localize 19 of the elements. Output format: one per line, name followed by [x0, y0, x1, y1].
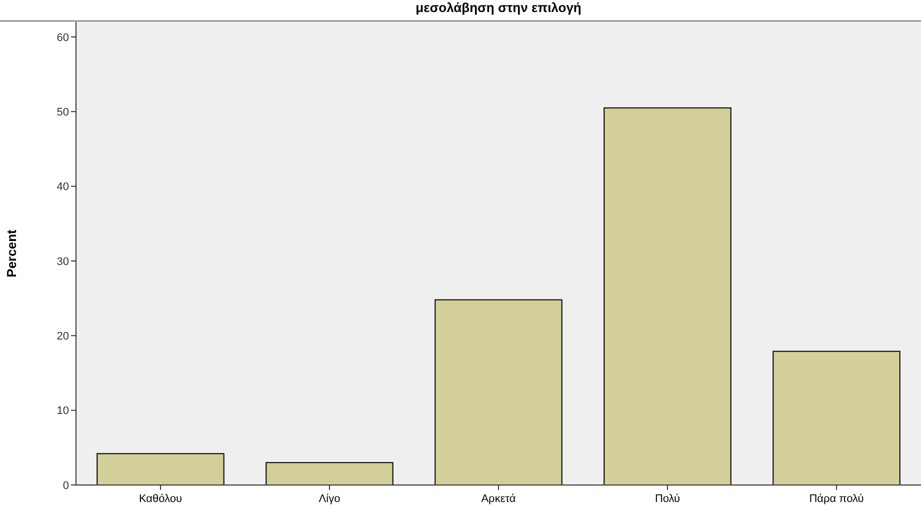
- x-tick-label: Καθόλου: [138, 493, 182, 505]
- y-axis-title: Percent: [4, 228, 19, 278]
- y-tick-label: 40: [56, 181, 69, 194]
- x-tick-label: Πολύ: [654, 493, 680, 505]
- y-tick-label: 60: [56, 32, 69, 44]
- x-tick-label: Αρκετά: [481, 493, 516, 505]
- y-tick-label: 50: [56, 106, 69, 118]
- y-tick-label: 10: [56, 405, 69, 418]
- bar: [96, 453, 224, 486]
- chart-title: μεσολάβηση στην επιλογή: [416, 0, 582, 15]
- bar: [434, 299, 562, 486]
- y-tick-label: 20: [56, 330, 69, 342]
- bar: [604, 107, 732, 486]
- x-tick-label: Πάρα πολύ: [809, 493, 864, 505]
- x-tick-label: Λίγο: [318, 493, 340, 505]
- y-tick-label: 30: [56, 256, 69, 268]
- bar: [772, 350, 900, 486]
- bar: [266, 462, 394, 486]
- y-tick-label: 0: [62, 480, 69, 492]
